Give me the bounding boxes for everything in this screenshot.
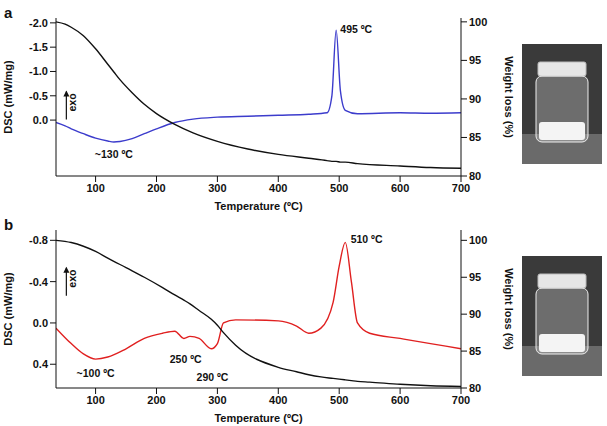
svg-text:~100 ºC: ~100 ºC	[77, 367, 115, 379]
svg-text:-0.4: -0.4	[29, 276, 49, 288]
svg-text:85: 85	[469, 131, 481, 143]
svg-text:100: 100	[86, 394, 104, 406]
svg-text:200: 200	[147, 394, 165, 406]
svg-text:Weight loss (%): Weight loss (%)	[503, 56, 515, 138]
svg-text:300: 300	[208, 182, 226, 194]
svg-text:-0.5: -0.5	[29, 90, 48, 102]
svg-text:DSC (mW/mg): DSC (mW/mg)	[2, 60, 14, 134]
svg-text:80: 80	[469, 382, 481, 394]
svg-text:-2.0: -2.0	[29, 17, 48, 29]
svg-text:85: 85	[469, 345, 481, 357]
svg-text:exo: exo	[66, 270, 78, 288]
svg-text:400: 400	[269, 182, 287, 194]
svg-text:600: 600	[391, 394, 409, 406]
svg-text:400: 400	[269, 394, 287, 406]
svg-text:DSC (mW/mg): DSC (mW/mg)	[2, 272, 14, 346]
svg-text:500: 500	[330, 182, 348, 194]
svg-text:Weight loss (%): Weight loss (%)	[503, 268, 515, 350]
svg-text:700: 700	[452, 394, 470, 406]
svg-text:700: 700	[452, 182, 470, 194]
svg-text:500: 500	[330, 394, 348, 406]
svg-text:-1.0: -1.0	[29, 65, 48, 77]
html-text:a: a	[4, 4, 13, 21]
svg-text:95: 95	[469, 54, 481, 66]
svg-text:200: 200	[147, 182, 165, 194]
svg-text:95: 95	[469, 271, 481, 283]
svg-text:-0.8: -0.8	[29, 234, 48, 246]
svg-text:Temperature (ºC): Temperature (ºC)	[214, 412, 302, 424]
svg-text:100: 100	[469, 16, 487, 28]
svg-text:~130 ºC: ~130 ºC	[95, 148, 133, 160]
svg-text:495 ºC: 495 ºC	[340, 23, 372, 35]
svg-text:90: 90	[469, 93, 481, 105]
svg-text:0.0: 0.0	[33, 317, 48, 329]
svg-text:600: 600	[391, 182, 409, 194]
svg-text:-1.5: -1.5	[29, 41, 48, 53]
svg-text:0.4: 0.4	[33, 358, 49, 370]
svg-text:300: 300	[208, 394, 226, 406]
svg-text:250 ºC: 250 ºC	[170, 353, 202, 365]
svg-text:exo: exo	[66, 93, 78, 111]
svg-text:90: 90	[469, 308, 481, 320]
svg-text:100: 100	[86, 182, 104, 194]
svg-text:510 ºC: 510 ºC	[351, 233, 383, 245]
svg-text:100: 100	[469, 234, 487, 246]
svg-text:80: 80	[469, 170, 481, 182]
svg-text:0.0: 0.0	[33, 114, 48, 126]
html-text:b: b	[4, 216, 14, 233]
svg-text:Temperature (ºC): Temperature (ºC)	[214, 200, 302, 212]
svg-text:290 ºC: 290 ºC	[197, 371, 229, 383]
